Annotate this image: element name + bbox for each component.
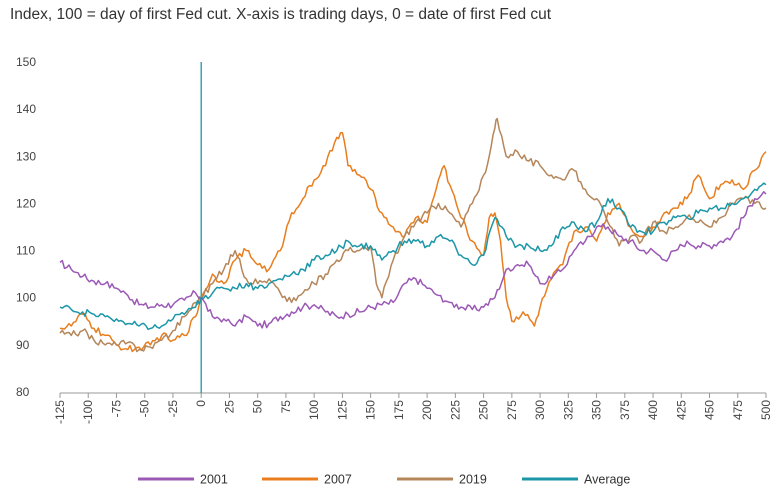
y-tick-label: 120 (16, 196, 36, 210)
x-tick-label: -125 (53, 400, 67, 424)
y-tick-label: 100 (16, 291, 36, 305)
y-tick-label: 150 (16, 55, 36, 69)
series-line-2001 (59, 191, 767, 329)
x-tick-label: 50 (251, 400, 265, 414)
legend-label-2019: 2019 (459, 473, 487, 487)
x-tick-label: -100 (81, 400, 95, 424)
x-tick-label: 175 (392, 400, 406, 420)
y-tick-label: 110 (16, 244, 35, 258)
series-line-average (59, 182, 767, 331)
y-tick-label: 140 (16, 102, 36, 116)
x-tick-label: 325 (561, 400, 575, 420)
legend-label-2001: 2001 (200, 473, 228, 487)
x-tick-label: 450 (703, 400, 717, 420)
x-tick-label: -50 (138, 400, 152, 418)
legend-label-average: Average (584, 473, 630, 487)
x-tick-label: 300 (533, 400, 547, 420)
x-tick-label: 150 (364, 400, 378, 420)
y-tick-label: 130 (16, 149, 36, 163)
series-line-2007 (59, 131, 767, 353)
x-tick-label: 275 (505, 400, 519, 420)
x-tick-label: 75 (279, 400, 293, 414)
legend-label-2007: 2007 (324, 473, 352, 487)
legend: 2001 2007 2019 Average (138, 473, 630, 487)
x-tick-label: -25 (166, 400, 180, 418)
y-tick-label: 90 (16, 338, 30, 352)
x-tick-label: 100 (307, 400, 321, 420)
x-tick-label: 250 (477, 400, 491, 420)
axes-layer: 80 90 100 110 120 130 140 150 -125 -100 -75 -50 -25 0… (16, 55, 773, 424)
x-tick-label: 125 (335, 400, 349, 420)
series-line-2019 (59, 117, 767, 353)
x-tick-label: 25 (222, 400, 236, 414)
y-tick-label: 80 (16, 385, 30, 399)
x-tick-label: 500 (759, 400, 773, 420)
x-tick-label: 225 (448, 400, 462, 420)
chart-subtitle: Index, 100 = day of first Fed cut. X-axi… (10, 6, 552, 23)
x-tick-label: 0 (194, 400, 208, 407)
x-tick-label: 475 (731, 400, 745, 420)
x-tick-label: -75 (109, 400, 123, 418)
series-layer (59, 117, 767, 353)
x-tick-label: 200 (420, 400, 434, 420)
x-tick-label: 375 (618, 400, 632, 420)
x-tick-label: 425 (674, 400, 688, 420)
x-tick-label: 350 (590, 400, 604, 420)
x-tick-label: 400 (646, 400, 660, 420)
